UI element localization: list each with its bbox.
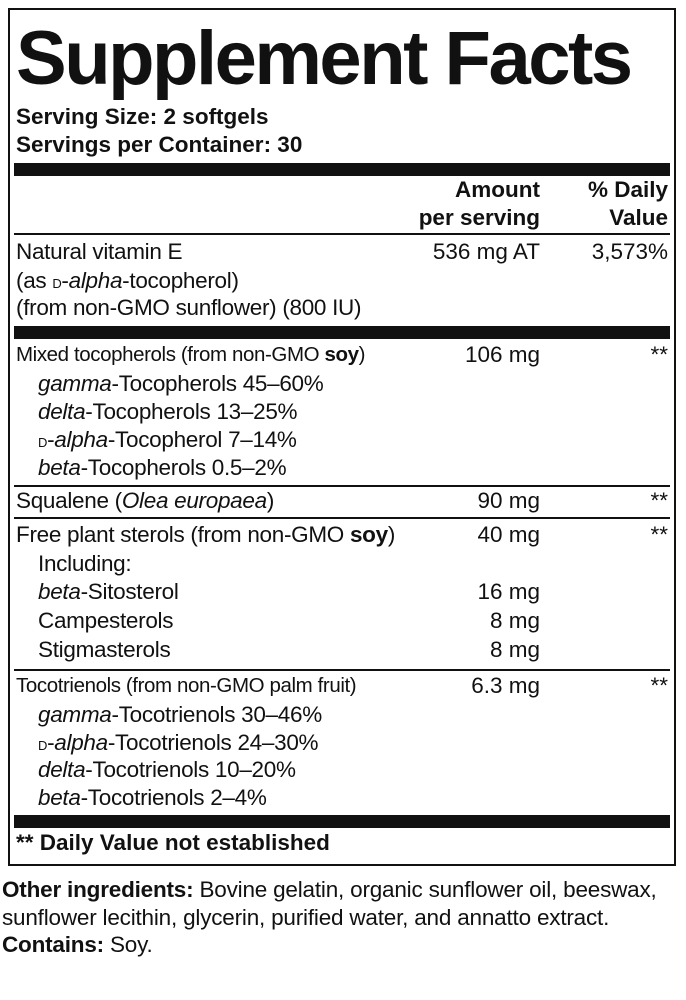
label-segment: alpha (54, 730, 108, 755)
amount-header-line2: per serving (418, 205, 540, 230)
other-ingredients-label: Other ingredients: (2, 877, 194, 902)
label-segment: beta (38, 785, 81, 810)
thin-divider (14, 669, 670, 671)
label-segment: ) (387, 522, 396, 547)
nutrient-label: (from non-GMO sunflower) (800 IU) (16, 294, 362, 322)
daily-value: ** (650, 342, 668, 367)
label-segment: delta (38, 399, 86, 424)
nutrient-label: Squalene (Olea europaea) (16, 487, 274, 515)
label-segment: - (47, 730, 55, 755)
label-segment: Olea europaea (121, 488, 267, 513)
nutrient-label: Including: (38, 550, 132, 578)
contains-label: Contains: (2, 932, 104, 957)
contains-text: Soy. (103, 932, 153, 957)
nutrient-label: delta-Tocopherols 13–25% (38, 398, 298, 426)
servings-per-container: Servings per Container: 30 (16, 132, 303, 157)
label-segment: -Tocopherols 45–60% (111, 371, 324, 396)
label-segment: -Tocopherols 13–25% (85, 399, 298, 424)
label-segment: (as (16, 268, 53, 293)
nutrient-label: beta-Tocotrienols 2–4% (38, 784, 267, 812)
nutrient-label: Stigmasterols (38, 636, 171, 664)
amount-per-serving: 8 mg (489, 637, 540, 662)
thin-divider (14, 517, 670, 519)
label-segment: beta (38, 579, 81, 604)
amount-per-serving: 40 mg (477, 522, 540, 547)
label-segment: d (38, 431, 48, 452)
panel-title: Supplement Facts (16, 16, 633, 101)
label-segment: Squalene ( (16, 488, 122, 513)
other-ingredients: Other ingredients: Bovine gelatin, organ… (2, 876, 686, 959)
daily-value: ** (650, 673, 668, 698)
amount-per-serving: 6.3 mg (471, 673, 540, 698)
nutrient-label: Campesterols (38, 607, 174, 635)
label-segment: gamma (38, 371, 112, 396)
amount-per-serving: 536 mg AT (432, 239, 540, 264)
thick-divider (14, 163, 670, 176)
label-segment: beta (38, 455, 81, 480)
label-segment: soy (349, 522, 388, 547)
thick-divider (14, 326, 670, 339)
nutrient-label: (as d-alpha-tocopherol) (16, 267, 239, 297)
nutrient-label: Natural vitamin E (16, 238, 183, 266)
label-segment: alpha (68, 268, 123, 293)
amount-per-serving: 16 mg (477, 579, 540, 604)
daily-value: ** (650, 488, 668, 513)
label-segment: alpha (54, 427, 108, 452)
label-segment: Tocotrienols (from non-GMO palm fruit) (16, 674, 357, 697)
label-segment: Natural vitamin E (16, 239, 183, 264)
nutrient-label: d-alpha-Tocotrienols 24–30% (38, 729, 319, 759)
label-segment: ) (358, 343, 366, 366)
nutrient-label: d-alpha-Tocopherol 7–14% (38, 426, 297, 456)
label-segment: -Tocotrienols 2–4% (80, 785, 267, 810)
nutrient-label: Free plant sterols (from non-GMO soy) (16, 521, 395, 549)
dv-header-line1: % Daily (587, 177, 668, 202)
label-segment: soy (324, 343, 359, 366)
thick-divider (14, 815, 670, 828)
nutrient-label: Mixed tocopherols (from non-GMO soy) (16, 341, 365, 369)
nutrient-label: delta-Tocotrienols 10–20% (38, 756, 296, 784)
label-segment: Including: (38, 551, 132, 576)
amount-per-serving: 106 mg (464, 342, 540, 367)
amount-per-serving: 90 mg (477, 488, 540, 513)
nutrient-label: beta-Tocopherols 0.5–2% (38, 454, 287, 482)
label-segment: -Tocopherol 7–14% (107, 427, 297, 452)
thin-divider (14, 233, 670, 235)
nutrient-label: gamma-Tocopherols 45–60% (38, 370, 324, 398)
label-segment: -Tocotrienols 30–46% (111, 702, 323, 727)
label-segment: Mixed tocopherols (from non-GMO (16, 343, 325, 366)
label-segment: d (38, 734, 48, 755)
thin-divider (14, 485, 670, 487)
label-segment: Stigmasterols (38, 637, 171, 662)
label-segment: -Tocotrienols 10–20% (85, 757, 296, 782)
label-segment: gamma (38, 702, 112, 727)
footnote: ** Daily Value not established (16, 830, 330, 855)
label-segment: (from non-GMO sunflower) (800 IU) (16, 295, 362, 320)
other-ingredients-text: Bovine gelatin, organic sunflower oil, b… (2, 877, 657, 930)
label-segment: ) (266, 488, 275, 513)
daily-value: ** (650, 522, 668, 547)
nutrient-label: beta-Sitosterol (38, 578, 179, 606)
nutrient-label: Tocotrienols (from non-GMO palm fruit) (16, 672, 357, 700)
daily-value: 3,573% (591, 239, 668, 264)
label-segment: delta (38, 757, 86, 782)
nutrient-label: gamma-Tocotrienols 30–46% (38, 701, 322, 729)
label-segment: -Tocopherols 0.5–2% (80, 455, 287, 480)
label-segment: - (47, 427, 55, 452)
amount-per-serving: 8 mg (489, 608, 540, 633)
supplement-facts-panel (8, 8, 676, 866)
label-segment: d (52, 272, 62, 293)
label-segment: -tocopherol) (122, 268, 239, 293)
label-segment: - (61, 268, 69, 293)
amount-header-line1: Amount (455, 177, 540, 202)
label-segment: Campesterols (38, 608, 174, 633)
dv-header-line2: Value (609, 205, 668, 230)
label-segment: -Sitosterol (80, 579, 179, 604)
label-segment: -Tocotrienols 24–30% (107, 730, 319, 755)
label-segment: Free plant sterols (from non-GMO (16, 522, 350, 547)
serving-size: Serving Size: 2 softgels (16, 104, 269, 129)
